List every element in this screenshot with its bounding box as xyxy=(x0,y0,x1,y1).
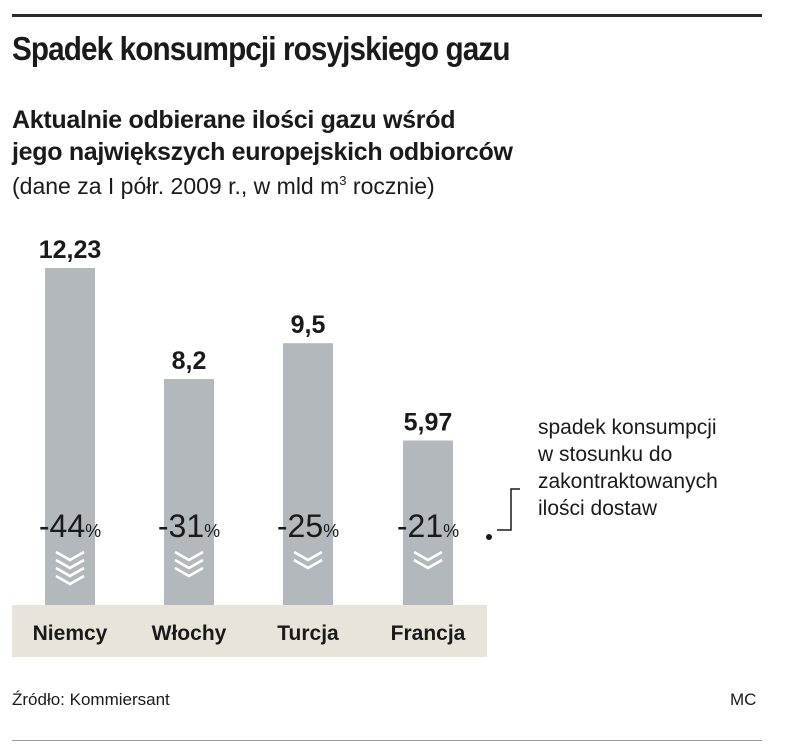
legend-line-4: ilości dostaw xyxy=(538,497,658,520)
top-rule xyxy=(12,14,762,17)
bottom-rule xyxy=(12,740,762,741)
value-label: 5,97 xyxy=(404,408,453,436)
decline-percent-sign: % xyxy=(204,521,220,541)
category-label: Włochy xyxy=(152,622,227,645)
units-note-suffix: rocznie) xyxy=(346,173,435,199)
category-label: Niemcy xyxy=(33,622,108,645)
decline-label: -31% xyxy=(158,508,220,544)
source-note: Źródło: Kommiersant xyxy=(12,690,170,709)
credit: MC xyxy=(730,690,757,709)
category-label: Francja xyxy=(391,622,466,645)
legend-text: spadek konsumpcji w stosunku do zakontra… xyxy=(538,414,718,522)
value-label: 12,23 xyxy=(39,236,102,264)
chevron-icon xyxy=(293,550,323,562)
units-note-superscript: 3 xyxy=(339,173,347,188)
legend-dot-icon xyxy=(486,534,492,540)
units-note: (dane za I półr. 2009 r., w mld m3 roczn… xyxy=(12,173,435,200)
decline-label: -25% xyxy=(277,508,339,544)
category-band xyxy=(12,605,487,657)
chevron-icon xyxy=(55,574,85,586)
legend-line-2: w stosunku do xyxy=(538,443,673,466)
chevron-icon xyxy=(174,558,204,570)
decline-percent-sign: % xyxy=(85,521,101,541)
chevron-icon xyxy=(413,550,443,562)
category-label: Turcja xyxy=(277,622,339,645)
legend-line-3: zakontraktowanych xyxy=(538,470,718,493)
decline-label: -44% xyxy=(39,508,101,544)
legend-line-1: spadek konsumpcji xyxy=(538,416,717,439)
decline-value: -44 xyxy=(39,508,85,544)
bar-francja xyxy=(403,440,453,605)
chevron-icon xyxy=(293,558,323,570)
chevron-icon xyxy=(174,566,204,578)
subtitle-line-2: jego największych europejskich odbiorców xyxy=(12,138,513,166)
bar-turcja xyxy=(283,343,333,605)
decline-percent-sign: % xyxy=(443,521,459,541)
value-label: 8,2 xyxy=(172,347,207,375)
subtitle-line-1: Aktualnie odbierane ilości gazu wśród xyxy=(12,106,456,134)
units-note-prefix: (dane za I półr. 2009 r., w mld m xyxy=(12,173,340,199)
decline-value: -25 xyxy=(277,508,323,544)
chevron-icon xyxy=(55,558,85,570)
value-label: 9,5 xyxy=(291,311,326,339)
decline-label: -21% xyxy=(397,508,459,544)
chart-subtitle: Aktualnie odbierane ilości gazu wśród je… xyxy=(12,104,513,168)
legend-bracket-icon xyxy=(497,488,520,531)
chevron-icon xyxy=(413,558,443,570)
decline-value: -31 xyxy=(158,508,204,544)
bar-włochy xyxy=(164,379,214,605)
decline-value: -21 xyxy=(397,508,443,544)
chevron-icon xyxy=(55,566,85,578)
chevron-icon xyxy=(55,550,85,562)
chart-title: Spadek konsumpcji rosyjskiego gazu xyxy=(12,30,510,67)
chevron-icon xyxy=(174,550,204,562)
bar-niemcy xyxy=(45,268,95,605)
decline-percent-sign: % xyxy=(323,521,339,541)
